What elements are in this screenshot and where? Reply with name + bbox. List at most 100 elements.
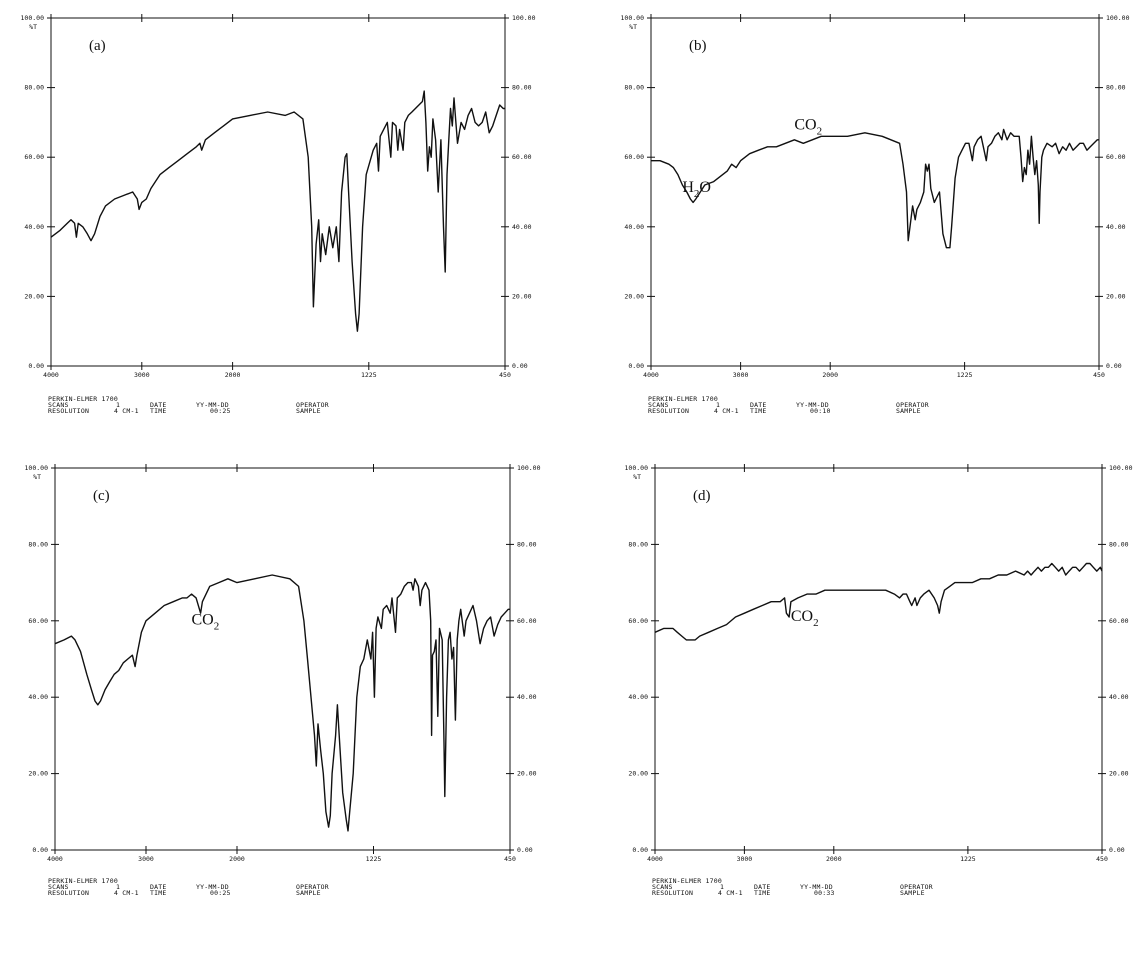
footer-operator-label: OPERATOR (296, 883, 329, 891)
x-tick-label: 4000 (647, 855, 663, 863)
y-tick-label-left: 80.00 (24, 84, 44, 92)
y-tick-label-right: 20.00 (1109, 770, 1129, 778)
y-tick-label-right: 100.00 (512, 14, 536, 22)
footer-sample-label: SAMPLE (296, 407, 321, 415)
footer-resolution-value: 4 CM-1 (718, 889, 743, 897)
x-tick-label: 3000 (733, 371, 749, 379)
footer-instrument: PERKIN-ELMER 1700 (652, 877, 722, 885)
spectrum-panel-a: 0.00 0.00 20.00 20.00 40.00 40.00 60.00 60.00 80… (0, 0, 572, 450)
y-tick-label-left: 0.00 (32, 846, 48, 854)
footer-resolution-label: RESOLUTION (648, 407, 690, 415)
y-tick-label-right: 100.00 (517, 464, 541, 472)
y-tick-label-left: 80.00 (624, 84, 644, 92)
footer-scans-label: SCANS (48, 883, 69, 891)
annotation-co2: CO2 (192, 612, 220, 633)
footer-operator-label: OPERATOR (900, 883, 933, 891)
x-tick-label: 4000 (43, 371, 59, 379)
footer-resolution-label: RESOLUTION (48, 407, 90, 415)
y-tick-label-right: 60.00 (1109, 617, 1129, 625)
footer-time-value: 00:10 (810, 407, 831, 415)
y-tick-label-right: 40.00 (512, 223, 532, 231)
footer-instrument: PERKIN-ELMER 1700 (648, 395, 718, 403)
footer-d: PERKIN-ELMER 1700 SCANS 1 RESOLUTION 4 C… (652, 878, 933, 969)
spectrum-line (50, 90, 505, 332)
y-tick-label-right: 0.00 (1106, 362, 1122, 370)
y-tick-label-left: 0.00 (632, 846, 648, 854)
footer-time-value: 00:33 (814, 889, 835, 897)
footer-date-label: DATE (150, 883, 167, 891)
footer-resolution-label: RESOLUTION (652, 889, 694, 897)
x-tick-label: 4000 (47, 855, 63, 863)
footer-date-label: DATE (150, 401, 167, 409)
panel-label: (a) (89, 38, 106, 54)
footer-time-label: TIME (150, 407, 167, 415)
footer-time-label: TIME (754, 889, 771, 897)
y-tick-label-left: 80.00 (628, 540, 648, 548)
x-tick-label: 2000 (229, 855, 245, 863)
footer-operator-label: OPERATOR (296, 401, 329, 409)
annotation-h2o: H2O (682, 179, 711, 200)
y-tick-label-left: 40.00 (24, 223, 44, 231)
footer-scans-value: 1 (116, 883, 121, 891)
footer-resolution-value: 4 CM-1 (114, 889, 139, 897)
x-tick-label: 3000 (134, 371, 150, 379)
footer-resolution-value: 4 CM-1 (114, 407, 139, 415)
y-tick-label-right: 60.00 (517, 617, 537, 625)
x-tick-label: 2000 (225, 371, 241, 379)
footer-sample-label: SAMPLE (296, 889, 321, 897)
footer-scans-label: SCANS (48, 401, 69, 409)
y-tick-label-right: 80.00 (1109, 540, 1129, 548)
spectrum-panel-b: 0.00 0.00 20.00 20.00 40.00 40.00 60.00 60.00 80… (572, 0, 1144, 450)
x-tick-label: 2000 (822, 371, 838, 379)
y-unit-label: %T (29, 23, 37, 31)
x-tick-label: 3000 (737, 855, 753, 863)
x-tick-label: 450 (499, 371, 511, 379)
y-tick-label-right: 100.00 (1106, 14, 1130, 22)
footer-resolution-value: 4 CM-1 (714, 407, 739, 415)
y-tick-label-left: 20.00 (28, 770, 48, 778)
footer-sample-label: SAMPLE (900, 889, 925, 897)
y-tick-label-left: 20.00 (624, 292, 644, 300)
y-tick-label-right: 40.00 (517, 693, 537, 701)
spectrum-chart-a: 0.00 0.00 20.00 20.00 40.00 40.00 60.00 60.00 80… (21, 14, 536, 379)
y-tick-label-right: 60.00 (1106, 153, 1126, 161)
footer-date-value: YY-MM-DD (196, 883, 229, 891)
spectrum-panel-c: 0.00 0.00 20.00 20.00 40.00 40.00 60.00 60.00 80… (0, 450, 572, 900)
y-tick-label-left: 0.00 (28, 362, 44, 370)
spectrum-chart-d: 0.00 0.00 20.00 20.00 40.00 40.00 60.00 60.00 80… (625, 464, 1133, 863)
y-tick-label-left: 80.00 (28, 540, 48, 548)
footer-instrument: PERKIN-ELMER 1700 (48, 395, 118, 403)
footer-sample-label: SAMPLE (896, 407, 921, 415)
footer-scans-value: 1 (116, 401, 121, 409)
footer-date-value: YY-MM-DD (796, 401, 829, 409)
x-tick-label: 1225 (366, 855, 382, 863)
footer-date-label: DATE (754, 883, 771, 891)
footer-date-value: YY-MM-DD (800, 883, 833, 891)
y-tick-label-right: 100.00 (1109, 464, 1133, 472)
footer-resolution-label: RESOLUTION (48, 889, 90, 897)
y-tick-label-left: 0.00 (628, 362, 644, 370)
x-tick-label: 450 (504, 855, 516, 863)
spectrum-line (654, 562, 1103, 641)
x-tick-label: 3000 (138, 855, 154, 863)
y-tick-label-right: 0.00 (517, 846, 533, 854)
y-tick-label-left: 60.00 (628, 617, 648, 625)
y-tick-label-left: 100.00 (621, 14, 645, 22)
footer-instrument: PERKIN-ELMER 1700 (48, 877, 118, 885)
y-tick-label-left: 100.00 (625, 464, 649, 472)
plot-frame (650, 17, 1100, 367)
footer-scans-value: 1 (716, 401, 721, 409)
y-tick-label-right: 0.00 (1109, 846, 1125, 854)
y-tick-label-left: 100.00 (25, 464, 49, 472)
x-tick-label: 1225 (361, 371, 377, 379)
y-tick-label-left: 40.00 (628, 693, 648, 701)
y-tick-label-left: 100.00 (21, 14, 45, 22)
y-tick-label-right: 0.00 (512, 362, 528, 370)
footer-scans-label: SCANS (652, 883, 673, 891)
y-tick-label-left: 40.00 (28, 693, 48, 701)
y-tick-label-left: 60.00 (28, 617, 48, 625)
plot-frame (50, 17, 506, 367)
y-unit-label: %T (629, 23, 637, 31)
spectrum-chart-b: 0.00 0.00 20.00 20.00 40.00 40.00 60.00 60.00 80… (621, 14, 1130, 379)
x-tick-label: 4000 (643, 371, 659, 379)
